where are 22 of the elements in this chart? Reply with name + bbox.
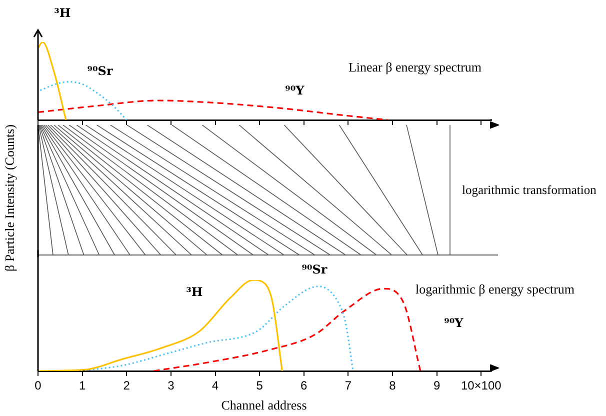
y-axis-title: β Particle Intensity (Counts) <box>2 123 18 274</box>
x-tick-label: 7 <box>344 378 352 393</box>
x-tick-label: 8 <box>389 378 396 393</box>
annotation: logarithmic β energy spectrum <box>415 281 575 296</box>
series-label: ⁹⁰Sr <box>302 262 328 276</box>
text: logarithmic transformation <box>462 183 596 198</box>
x-tick-label: 10×100 <box>460 378 502 393</box>
x-tick-label: 4 <box>212 378 219 393</box>
x-tick-label: 0 <box>34 378 42 393</box>
x-tick-label: 9 <box>433 378 440 393</box>
annotation: Linear β energy spectrum <box>348 59 482 74</box>
series-label: ⁹⁰Sr <box>87 64 114 78</box>
x-tick-label: 5 <box>256 378 264 393</box>
x-axis-title: Channel address <box>221 398 307 413</box>
x-tick-label: 2 <box>123 378 130 393</box>
text: ⁹⁰Y <box>444 316 464 330</box>
series-label: ⁹⁰Y <box>285 84 305 98</box>
text: ³H <box>54 6 71 20</box>
x-tick-label: 6 <box>300 378 308 393</box>
x-tick-label: 1 <box>78 378 86 393</box>
x-tick-label: 3 <box>168 378 175 393</box>
series-label: ³H <box>186 285 203 300</box>
